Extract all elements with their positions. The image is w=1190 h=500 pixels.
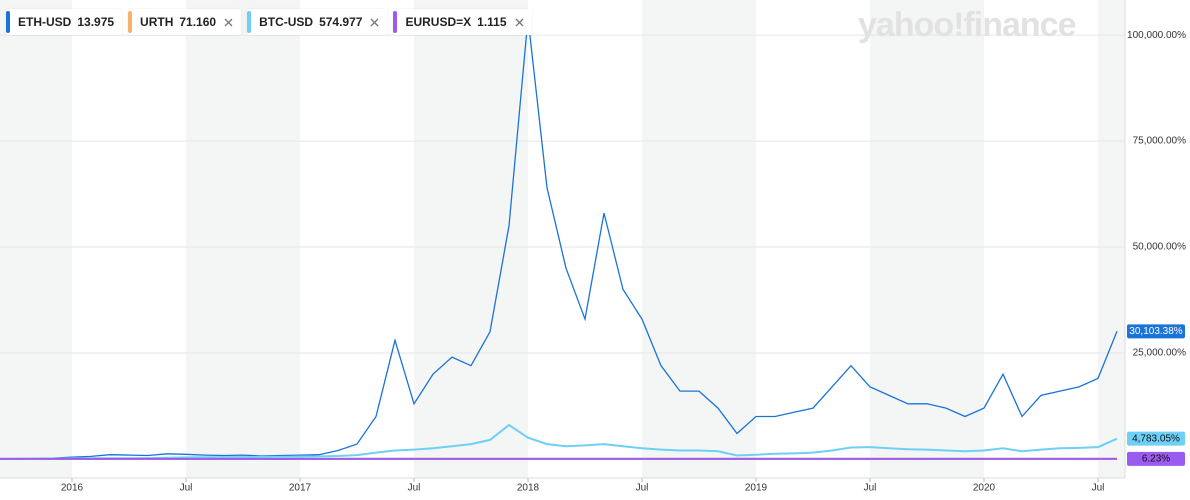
end-label-box [1127, 324, 1185, 339]
period-band [642, 0, 756, 478]
close-icon [515, 18, 523, 26]
period-band [1098, 0, 1125, 478]
end-label-box [1127, 451, 1185, 466]
x-tick-label: Jul [636, 483, 649, 494]
legend-item[interactable]: URTH 71.160 [128, 9, 242, 35]
x-tick-label: 2017 [289, 483, 312, 494]
legend-quote: 1.115 [477, 15, 507, 29]
close-icon [224, 18, 233, 26]
x-tick-label: Jul [864, 483, 877, 494]
legend-quote: 574.977 [319, 15, 363, 29]
x-tick-label: Jul [180, 483, 193, 494]
period-band [870, 0, 984, 478]
end-label: 4,783.05% [1132, 433, 1180, 444]
remove-button[interactable] [515, 18, 524, 27]
x-tick-label: Jul [1092, 483, 1105, 494]
legend-swatch [393, 11, 398, 33]
close-icon [371, 18, 379, 26]
period-band [186, 0, 300, 478]
x-tick-label: Jul [408, 483, 421, 494]
x-tick-label: 2016 [61, 483, 84, 494]
legend: ETH-USD 13.975 URTH 71.160 BTC-USD 574.977 EUR… [6, 9, 532, 35]
legend-item[interactable]: ETH-USD 13.975 [6, 9, 123, 35]
y-tick-label: 75,000.00% [1133, 136, 1186, 147]
y-tick-label: 50,000.00% [1133, 242, 1186, 253]
legend-swatch [247, 11, 252, 33]
legend-item[interactable]: EURUSD=X 1.115 [393, 9, 532, 35]
remove-button[interactable] [224, 18, 233, 27]
y-tick-label: 25,000.00% [1133, 348, 1186, 359]
end-label: 6.23% [1142, 454, 1170, 465]
legend-name: URTH [140, 15, 174, 29]
series-line [0, 423, 1118, 460]
period-band [414, 0, 528, 478]
legend-name: EURUSD=X [405, 15, 472, 29]
legend-quote: 13.975 [77, 15, 115, 29]
legend-swatch [6, 11, 10, 33]
remove-button[interactable] [370, 18, 379, 27]
legend-swatch [128, 11, 133, 33]
x-tick-label: 2018 [517, 483, 540, 494]
end-label: 30,103.38% [1129, 326, 1182, 337]
watermark: yahoo!finance [858, 6, 1076, 44]
x-tick-label: 2019 [745, 483, 768, 494]
legend-item[interactable]: BTC-USD 574.977 [247, 9, 388, 35]
end-label-box [1127, 431, 1185, 446]
x-tick-label: 2020 [973, 483, 996, 494]
series-line [0, 18, 1118, 460]
period-band [0, 0, 72, 478]
legend-quote: 71.160 [179, 15, 217, 29]
y-tick-label: 100,000.00% [1127, 30, 1186, 41]
legend-name: ETH-USD [18, 15, 72, 29]
legend-name: BTC-USD [259, 15, 314, 29]
